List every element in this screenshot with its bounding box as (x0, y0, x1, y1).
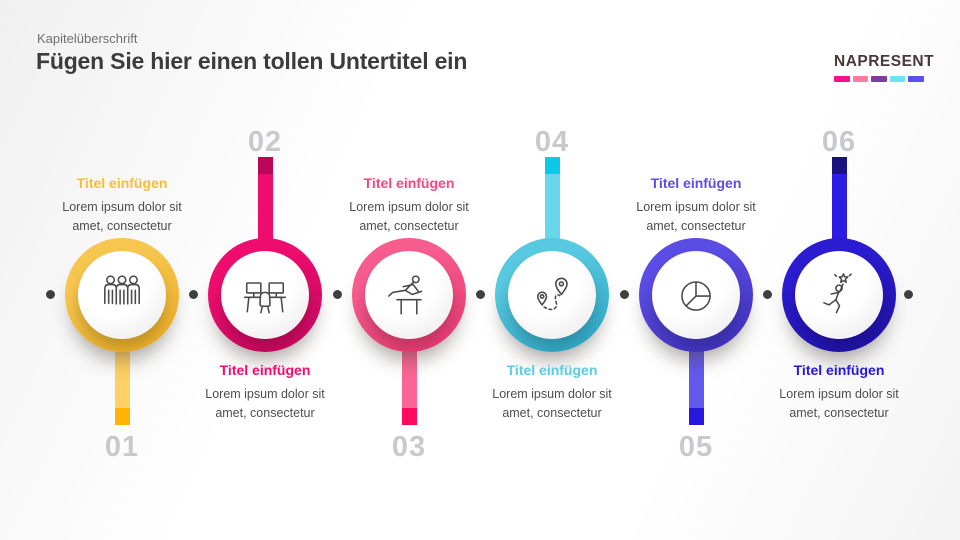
route-icon (536, 277, 568, 311)
logo-bar (908, 76, 924, 82)
connector-tip (257, 157, 273, 174)
timeline-dot (476, 290, 485, 299)
timeline-item-06: 06 Titel einfügen (759, 120, 919, 500)
timeline-dot (763, 290, 772, 299)
item-body: Lorem ipsum dolor sit amet, consectetur (205, 387, 325, 421)
pie-chart-icon (681, 281, 711, 311)
connector-tip (544, 157, 560, 174)
item-number: 02 (247, 126, 283, 158)
item-body: Lorem ipsum dolor sit amet, consectetur (636, 200, 756, 234)
timeline-dot (333, 290, 342, 299)
item-body: Lorem ipsum dolor sit amet, consectetur (62, 200, 182, 234)
circle-disc (365, 251, 453, 339)
circle-ring (639, 238, 753, 352)
circle-ring (495, 238, 609, 352)
timeline-item-04: 04 Titel einfügen Lorem ipsum dolor sit … (472, 120, 632, 500)
connector-tip (688, 408, 704, 425)
brand-logo: NAPRESENT (834, 53, 935, 82)
timeline-item-01: Titel einfügen Lorem ipsum dolor sit ame… (42, 120, 202, 500)
circle-ring (352, 238, 466, 352)
timeline-dot (904, 290, 913, 299)
item-number: 05 (678, 431, 714, 463)
item-title: Titel einfügen (793, 362, 885, 378)
connector-stem (544, 157, 560, 252)
connector-stem (688, 340, 704, 425)
connector-stem (401, 340, 417, 425)
item-number: 06 (821, 126, 857, 158)
circle-disc (508, 251, 596, 339)
item-text: Titel einfügen Lorem ipsum dolor sit ame… (759, 362, 919, 424)
connector-stem (257, 157, 273, 252)
item-title: Titel einfügen (219, 362, 311, 378)
item-number: 04 (534, 126, 570, 158)
timeline-item-03: Titel einfügen Lorem ipsum dolor sit ame… (329, 120, 489, 500)
hurdler-icon (387, 275, 423, 315)
connector-stem (831, 157, 847, 252)
item-body: Lorem ipsum dolor sit amet, consectetur (779, 387, 899, 421)
item-body: Lorem ipsum dolor sit amet, consectetur (492, 387, 612, 421)
circle-ring (782, 238, 896, 352)
item-number: 01 (104, 431, 140, 463)
item-title: Titel einfügen (76, 175, 168, 191)
item-title: Titel einfügen (506, 362, 598, 378)
chapter-kicker: Kapitelüberschrift (37, 31, 138, 46)
circle-ring (65, 238, 179, 352)
item-text: Titel einfügen Lorem ipsum dolor sit ame… (472, 362, 632, 424)
circle-disc (795, 251, 883, 339)
item-number: 03 (391, 431, 427, 463)
achievement-icon (823, 273, 852, 314)
timeline: Titel einfügen Lorem ipsum dolor sit ame… (0, 120, 960, 500)
item-text: Titel einfügen Lorem ipsum dolor sit ame… (185, 362, 345, 424)
logo-bar (834, 76, 850, 82)
connector-tip (114, 408, 130, 425)
item-text: Titel einfügen Lorem ipsum dolor sit ame… (616, 175, 776, 237)
page-title: Fügen Sie hier einen tollen Untertitel e… (36, 48, 468, 74)
logo-bar (852, 76, 869, 82)
connector-stem (114, 340, 130, 425)
brand-logo-text: NAPRESENT (834, 53, 935, 70)
timeline-item-05: Titel einfügen Lorem ipsum dolor sit ame… (616, 120, 776, 500)
timeline-dot (620, 290, 629, 299)
item-text: Titel einfügen Lorem ipsum dolor sit ame… (329, 175, 489, 237)
connector-tip (401, 408, 417, 425)
workstation-icon (243, 282, 287, 314)
logo-bar (871, 76, 887, 82)
connector-tip (831, 157, 847, 174)
team-icon (104, 275, 140, 305)
circle-disc (221, 251, 309, 339)
item-title: Titel einfügen (363, 175, 455, 191)
circle-disc (78, 251, 166, 339)
timeline-dot (46, 290, 55, 299)
circle-disc (652, 251, 740, 339)
brand-logo-bars (834, 76, 924, 82)
timeline-item-02: 02 Titel einfügen Lorem i (185, 120, 345, 500)
circle-ring (208, 238, 322, 352)
item-body: Lorem ipsum dolor sit amet, consectetur (349, 200, 469, 234)
item-text: Titel einfügen Lorem ipsum dolor sit ame… (42, 175, 202, 237)
timeline-dot (189, 290, 198, 299)
item-title: Titel einfügen (650, 175, 742, 191)
logo-bar (889, 76, 906, 82)
